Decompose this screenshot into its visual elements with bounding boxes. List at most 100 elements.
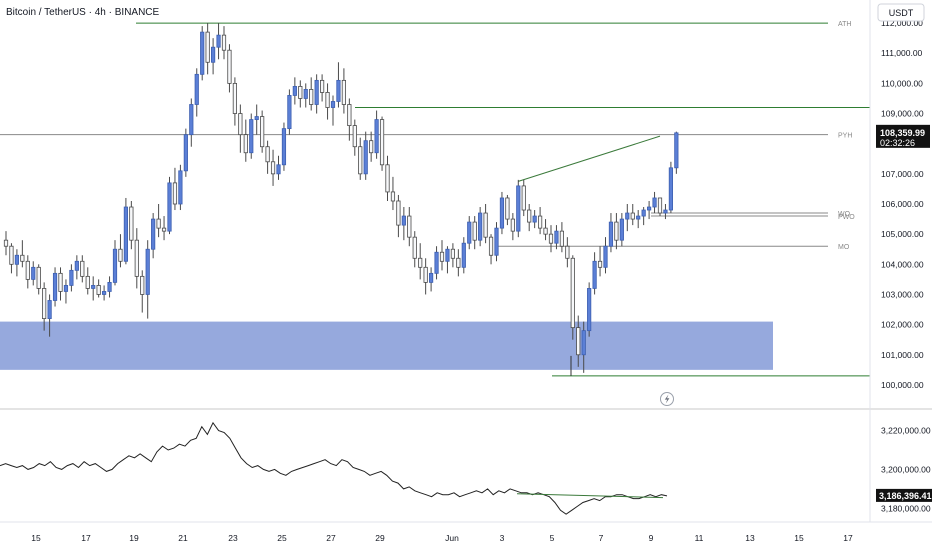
bar-countdown: 02:32:26 [880, 138, 915, 148]
candle [69, 264, 74, 292]
candle [603, 237, 608, 274]
candle [358, 137, 363, 180]
candle [112, 240, 118, 286]
price-trendline [518, 135, 661, 182]
price-tick: 109,000.00 [881, 109, 924, 119]
candle [488, 234, 494, 265]
candle [303, 83, 308, 108]
candle [538, 207, 543, 235]
candle [298, 80, 303, 108]
candle [445, 246, 450, 274]
candle [407, 207, 412, 247]
candle [467, 216, 472, 250]
candle [189, 98, 194, 147]
candle [521, 179, 526, 217]
candle [96, 279, 101, 298]
level-label: WO [838, 211, 851, 218]
candle [581, 321, 586, 373]
candle [352, 119, 357, 156]
candle [47, 294, 52, 337]
candle [31, 261, 36, 286]
lightning-icon[interactable] [660, 392, 674, 406]
candle [379, 116, 385, 171]
candle [325, 83, 330, 120]
candle [260, 110, 265, 153]
candle [385, 155, 390, 201]
candle [205, 23, 210, 75]
current-price-tag: 108,359.99 02:32:26 [876, 124, 930, 148]
price-tick: 101,000.00 [881, 350, 924, 360]
candle [232, 77, 237, 126]
level-label: PWO [838, 214, 855, 221]
time-tick: Jun [445, 533, 459, 543]
candle [238, 104, 243, 153]
candle [178, 164, 183, 211]
candle [374, 110, 379, 159]
price-tick: 102,000.00 [881, 320, 924, 330]
candle [183, 128, 188, 177]
candle [319, 74, 325, 102]
candle [107, 276, 112, 298]
indicator-value-tag: 3,186,396.41 [876, 488, 932, 502]
candle [592, 252, 597, 295]
candle [156, 204, 161, 238]
candle [58, 267, 63, 301]
candle [3, 231, 9, 256]
candle [532, 210, 537, 229]
candle [608, 213, 614, 253]
candle [210, 38, 216, 75]
level-label: MO [838, 244, 850, 251]
candle [494, 222, 499, 262]
price-tick: 106,000.00 [881, 199, 924, 209]
candle [663, 204, 668, 220]
time-axis[interactable]: 15 17 19 21 23 25 27 29 Jun 3 5 7 9 11 13 15 17 [31, 533, 853, 543]
time-tick: 7 [599, 533, 604, 543]
indicator-trendline [516, 493, 664, 499]
candle [254, 104, 259, 135]
candle [668, 161, 674, 214]
currency-button[interactable]: USDT [877, 3, 925, 22]
level-label: PYH [838, 133, 852, 140]
candle [472, 216, 477, 250]
candle [336, 62, 341, 108]
candle [527, 204, 532, 232]
price-tick: 110,000.00 [881, 78, 923, 88]
candle [227, 44, 232, 93]
candle [647, 200, 652, 220]
candle [85, 267, 90, 295]
candle [167, 176, 172, 235]
candle [287, 89, 292, 135]
price-tick: 111,000.00 [881, 48, 923, 58]
indicator-line [0, 421, 668, 515]
time-tick: 17 [843, 533, 853, 543]
candle [270, 149, 276, 186]
candle [330, 95, 336, 126]
time-tick: 15 [794, 533, 804, 543]
candle [369, 131, 374, 162]
time-tick: 11 [695, 533, 704, 543]
candle [151, 213, 156, 259]
candle [9, 243, 14, 274]
candle [347, 98, 352, 141]
candle [281, 122, 287, 171]
candle [390, 176, 396, 211]
indicator-axis[interactable]: 3,220,000.00 3,200,000.00 3,180,000.00 [881, 426, 931, 514]
indicator-tick: 3,180,000.00 [881, 503, 931, 513]
candle [461, 237, 466, 274]
candle [516, 179, 521, 238]
support-zone [0, 321, 773, 370]
candle [80, 255, 85, 283]
candle [309, 77, 314, 111]
time-tick: 13 [745, 533, 755, 543]
candle [172, 167, 178, 211]
candle [14, 249, 19, 277]
candle [439, 240, 445, 271]
time-tick: 21 [178, 533, 188, 543]
time-tick: 25 [277, 533, 287, 543]
time-tick: 29 [375, 533, 385, 543]
candlestick-series [3, 23, 679, 373]
candle [102, 285, 107, 301]
indicator-tick: 3,200,000.00 [881, 464, 931, 474]
